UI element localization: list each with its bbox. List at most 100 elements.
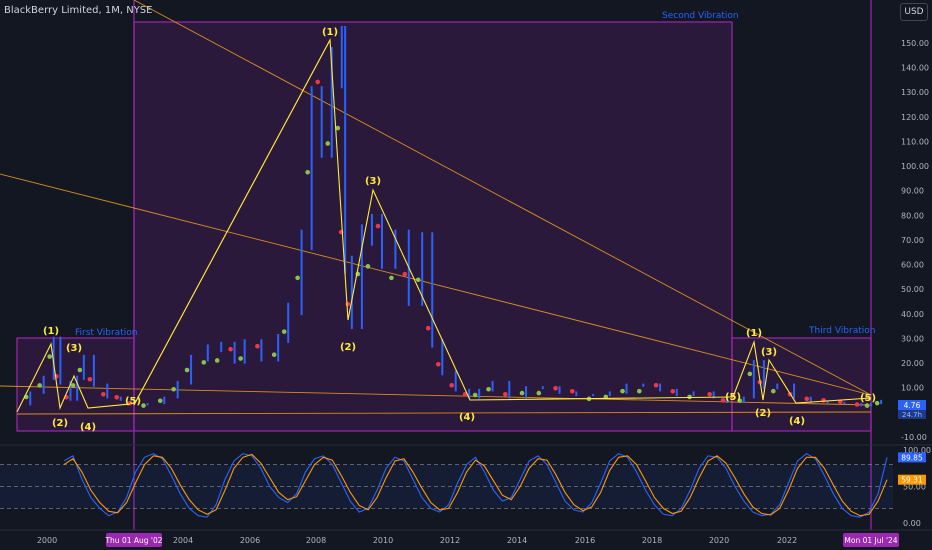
osc-axis-tick: 50.00 <box>903 483 926 492</box>
stoch-d-value: 59.31 <box>901 476 923 485</box>
sar-dot <box>570 388 575 394</box>
wave-label: (4) <box>80 422 96 433</box>
sar-dot <box>201 360 207 365</box>
box-label-third: Third Vibration <box>808 326 875 336</box>
stoch-series-K <box>63 452 888 518</box>
sar-dot <box>553 385 558 391</box>
sar-dot <box>47 354 52 359</box>
y-axis-tick: 10.00 <box>901 384 924 393</box>
sar-dot <box>77 367 83 373</box>
sar-dot <box>436 361 441 367</box>
date-highlight-right <box>843 533 899 547</box>
sar-dot <box>228 346 233 352</box>
x-axis-tick: 2006 <box>240 536 260 545</box>
wave-path-0 <box>16 342 131 413</box>
sar-dot <box>637 388 642 394</box>
x-axis-tick: 2004 <box>173 536 193 545</box>
sar-dot <box>864 403 870 408</box>
sar-dot <box>101 391 106 397</box>
wave-label: (1) <box>746 328 762 339</box>
sar-dot <box>449 382 455 388</box>
sar-dot <box>720 397 726 403</box>
sar-dot <box>804 396 810 402</box>
sar-dot <box>536 390 542 396</box>
trend-line-0 <box>0 173 872 396</box>
current-price-label: 4.76 <box>904 401 921 410</box>
first-vibration-box <box>16 337 135 432</box>
sar-dot <box>670 388 676 394</box>
sar-dot <box>37 383 42 388</box>
y-axis-tick: 110.00 <box>901 137 929 146</box>
sar-dot <box>620 388 625 394</box>
wave-label: (3) <box>66 343 82 354</box>
stoch-d-tag <box>898 474 926 485</box>
sar-dot <box>325 141 331 146</box>
wave-label: (1) <box>322 27 338 38</box>
osc-axis-tick: 100.00 <box>903 446 931 455</box>
y-axis-tick: 150.00 <box>901 39 929 48</box>
sar-dot <box>687 394 692 400</box>
sar-dot <box>653 382 659 388</box>
sar-dot <box>114 394 119 400</box>
wave-path-2 <box>732 339 872 404</box>
wave-label: (3) <box>761 347 777 358</box>
wave-label: (5) <box>725 392 741 403</box>
sar-dot <box>821 397 826 403</box>
stoch-k-tag <box>898 452 926 463</box>
wave-label: (5) <box>860 393 876 404</box>
x-axis-tick: 2012 <box>440 536 460 545</box>
x-axis-tick: 2018 <box>642 536 662 545</box>
sar-dot <box>425 325 431 331</box>
y-axis-tick: -10.00 <box>901 433 927 442</box>
trend-line-4 <box>16 411 872 415</box>
sar-dot <box>874 400 880 406</box>
y-axis-tick: 140.00 <box>901 64 929 73</box>
sar-dot <box>255 343 260 349</box>
wave-label: (2) <box>52 418 68 429</box>
countdown-tag <box>898 410 926 419</box>
x-axis-tick: 2000 <box>37 536 57 545</box>
sar-dot <box>472 392 478 398</box>
box-label-second: Second Vibration <box>662 11 739 21</box>
sar-dot <box>295 275 300 281</box>
currency-button[interactable]: USD <box>900 3 928 21</box>
sar-dot <box>271 352 277 357</box>
x-axis-tick: 2020 <box>709 536 729 545</box>
x-axis-tick: 2010 <box>373 536 393 545</box>
sar-dot <box>365 264 371 269</box>
wave-path-1 <box>133 38 734 406</box>
second-vibration-box <box>133 21 733 432</box>
x-axis-tick: 2022 <box>777 536 797 545</box>
x-axis-tick: 2016 <box>575 536 595 545</box>
wave-label: (1) <box>43 326 59 337</box>
wave-label: (5) <box>125 396 141 407</box>
sar-dot <box>345 301 351 307</box>
x-axis-tick: 2008 <box>306 536 326 545</box>
sar-dot <box>281 329 287 334</box>
sar-dot <box>486 386 491 392</box>
stoch-k-value: 89.85 <box>901 453 923 462</box>
wave-label: (3) <box>365 176 381 187</box>
sar-dot <box>184 367 190 373</box>
y-axis-tick: 70.00 <box>901 236 924 245</box>
sar-dot <box>315 79 321 85</box>
current-price-tag <box>898 400 926 410</box>
sar-dot <box>335 125 341 131</box>
y-axis-tick: 50.00 <box>901 285 924 294</box>
sar-dot <box>141 403 146 408</box>
sar-dot <box>503 391 508 397</box>
third-vibration-box <box>731 337 872 432</box>
x-axis-tick: 2014 <box>507 536 527 545</box>
y-axis-tick: 40.00 <box>901 310 924 319</box>
y-axis-tick: 90.00 <box>901 187 924 196</box>
y-axis-tick: 60.00 <box>901 261 924 270</box>
y-axis-tick: 120.00 <box>901 113 929 122</box>
stoch-series-D <box>63 453 888 517</box>
wave-label: (4) <box>789 416 805 427</box>
y-axis-tick: 30.00 <box>901 334 924 343</box>
price-axis-panel <box>893 0 932 550</box>
sar-dot <box>747 371 753 377</box>
sar-dot <box>70 383 76 388</box>
